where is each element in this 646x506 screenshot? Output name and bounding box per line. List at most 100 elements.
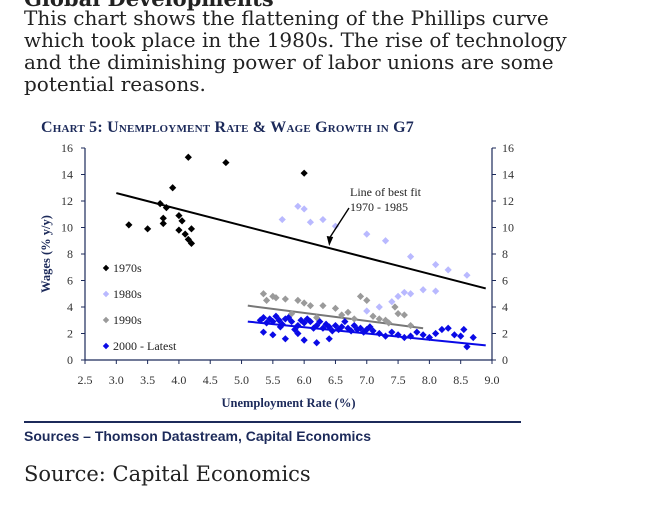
data-point-1980s [278, 215, 286, 224]
x-tick-label: 5.0 [234, 373, 249, 387]
data-point-1970s [159, 219, 167, 228]
y-tick-label: 6 [67, 274, 73, 288]
data-point-1990s [269, 292, 277, 300]
data-point-2000-latest [316, 317, 324, 326]
x-tick-label: 8.0 [422, 373, 437, 387]
data-point-2000-latest [294, 321, 302, 330]
data-point-2000-latest [360, 328, 368, 336]
caption-line: which took place in the 1980s. The rise … [24, 28, 567, 52]
data-point-2000-latest [262, 319, 271, 327]
divider [24, 421, 521, 423]
data-point-2000-latest [394, 331, 402, 339]
data-point-2000-latest [319, 324, 327, 332]
data-point-1980s [463, 271, 471, 279]
data-point-2000-latest [457, 332, 465, 340]
x-tick-label: 2.5 [78, 373, 93, 387]
data-point-2000-latest [259, 314, 268, 322]
data-point-1990s [338, 311, 346, 319]
y-tick-label: 8 [67, 247, 73, 261]
data-point-2000-latest [469, 333, 477, 342]
y-tick-label: 0 [67, 353, 73, 367]
annotation-text: Line of best fit [350, 185, 422, 199]
data-point-2000-latest [438, 325, 446, 334]
data-point-2000-latest [341, 317, 349, 326]
data-point-2000-latest [353, 325, 361, 334]
data-point-1990s [356, 292, 365, 300]
data-point-2000-latest [450, 331, 459, 339]
data-point-1990s [300, 299, 308, 307]
data-point-1990s [313, 314, 321, 322]
x-tick-label: 9.0 [485, 373, 500, 387]
data-point-2000-latest [325, 335, 333, 343]
data-point-2000-latest [331, 321, 340, 330]
data-point-2000-latest [400, 333, 408, 342]
data-point-2000-latest [444, 324, 452, 332]
data-point-2000-latest [309, 324, 318, 332]
data-point-1990s [391, 303, 399, 311]
data-point-2000-latest [269, 317, 277, 326]
caption-line: potential reasons. [24, 72, 206, 96]
data-point-1980s [375, 303, 383, 311]
data-point-2000-latest [300, 319, 308, 327]
data-point-2000-latest [313, 339, 321, 347]
cut-off-heading: Global Developments [24, 0, 274, 11]
data-point-1980s [300, 205, 308, 213]
y-tick-label-right: 6 [502, 274, 508, 288]
trend-line [116, 192, 486, 290]
annotation-arrow [329, 207, 350, 238]
data-point-1980s [363, 307, 371, 315]
data-point-2000-latest [432, 329, 440, 338]
data-point-1970s [187, 239, 196, 247]
data-point-2000-latest [381, 332, 390, 340]
data-point-1980s [432, 261, 440, 269]
annotation-arrowhead [326, 236, 334, 247]
data-point-2000-latest [278, 320, 286, 328]
data-point-2000-latest [375, 329, 383, 338]
data-point-1990s [344, 308, 352, 316]
y-tick-label-right: 12 [502, 194, 514, 208]
data-point-2000-latest [322, 320, 330, 328]
data-point-1980s [294, 202, 302, 210]
x-tick-label: 6.0 [297, 373, 312, 387]
data-point-1990s [281, 295, 289, 303]
data-point-1970s [187, 225, 196, 233]
data-point-2000-latest [407, 332, 415, 340]
data-point-1970s [169, 184, 177, 192]
x-tick-label: 3.5 [140, 373, 155, 387]
data-point-1970s [178, 217, 186, 225]
legend-marker-1990s [102, 316, 110, 324]
x-tick-label: 3.0 [109, 373, 124, 387]
chart-title: Chart 5: Unemployment Rate & Wage Growth… [41, 119, 414, 136]
data-point-1990s [259, 290, 268, 298]
data-point-2000-latest [425, 333, 433, 342]
data-point-1970s [162, 204, 170, 212]
data-point-1980s [394, 292, 402, 300]
data-point-1970s [125, 221, 133, 229]
chart-sources: Sources – Thomson Datastream, Capital Ec… [24, 428, 371, 444]
data-point-2000-latest [413, 328, 421, 336]
trend-line [247, 304, 424, 330]
y-tick-label-right: 0 [502, 353, 508, 367]
legend-label: 1970s [113, 261, 142, 275]
legend-label: 1980s [113, 287, 142, 301]
source-line: Source: Capital Economics [24, 462, 311, 486]
data-point-1990s [369, 312, 377, 320]
data-point-2000-latest [306, 317, 315, 326]
data-point-2000-latest [281, 315, 289, 323]
data-point-1970s [184, 153, 192, 161]
data-point-1980s [319, 215, 327, 224]
x-tick-label: 5.5 [265, 373, 280, 387]
y-tick-label-right: 16 [502, 141, 514, 155]
article-caption: This chart shows the flattening of the P… [24, 7, 639, 95]
data-point-1980s [419, 286, 427, 294]
y-tick-label: 12 [61, 194, 73, 208]
data-point-2000-latest [347, 327, 355, 335]
data-point-1990s [385, 319, 393, 327]
data-point-1970s [175, 211, 183, 220]
data-point-1970s [156, 200, 164, 208]
data-point-2000-latest [313, 321, 321, 330]
data-point-1980s [407, 253, 415, 261]
data-point-1990s [272, 294, 280, 302]
data-point-1980s [400, 288, 408, 297]
